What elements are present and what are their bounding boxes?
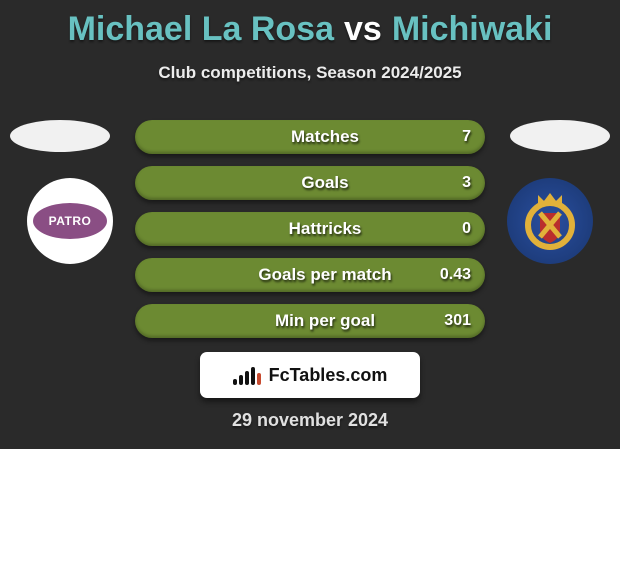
headline: Michael La Rosa vs Michiwaki <box>0 4 620 54</box>
stat-value: 3 <box>462 166 471 200</box>
crest-left-icon: PATRO <box>27 178 113 264</box>
logo-bar <box>251 367 255 385</box>
player2-name: Michiwaki <box>392 10 553 49</box>
flag-right-icon <box>510 120 610 152</box>
stat-row: Matches 7 <box>135 120 485 154</box>
versus-text: vs <box>344 10 382 49</box>
logo-bar <box>239 375 243 385</box>
crest-right-svg <box>518 189 582 253</box>
crest-right-icon <box>507 178 593 264</box>
comparison-infographic: Michael La Rosa vs Michiwaki Club compet… <box>0 0 620 580</box>
flag-left-icon <box>10 120 110 152</box>
stat-row: Hattricks 0 <box>135 212 485 246</box>
logo-bar <box>257 373 261 385</box>
player1-name: Michael La Rosa <box>68 10 334 49</box>
stat-value: 7 <box>462 120 471 154</box>
crest-left-label: PATRO <box>33 203 107 239</box>
stat-label: Goals <box>271 173 348 193</box>
stat-row: Goals 3 <box>135 166 485 200</box>
brand-pill: FcTables.com <box>200 352 420 398</box>
stat-label: Hattricks <box>259 219 362 239</box>
date-text: 29 november 2024 <box>0 406 620 434</box>
logo-bar <box>245 371 249 385</box>
stats-list: Matches 7 Goals 3 Hattricks 0 Goals per match 0… <box>135 120 485 350</box>
stat-row: Goals per match 0.43 <box>135 258 485 292</box>
stat-label: Goals per match <box>228 265 391 285</box>
stat-row: Min per goal 301 <box>135 304 485 338</box>
stat-value: 0 <box>462 212 471 246</box>
stat-value: 301 <box>444 304 471 338</box>
brand-logo-icon <box>233 365 261 385</box>
stat-label: Matches <box>261 127 359 147</box>
subtitle: Club competitions, Season 2024/2025 <box>0 60 620 86</box>
stat-value: 0.43 <box>440 258 471 292</box>
background-bottom <box>0 449 620 580</box>
logo-bar <box>233 379 237 385</box>
stat-label: Min per goal <box>245 311 375 331</box>
brand-text: FcTables.com <box>269 365 388 386</box>
